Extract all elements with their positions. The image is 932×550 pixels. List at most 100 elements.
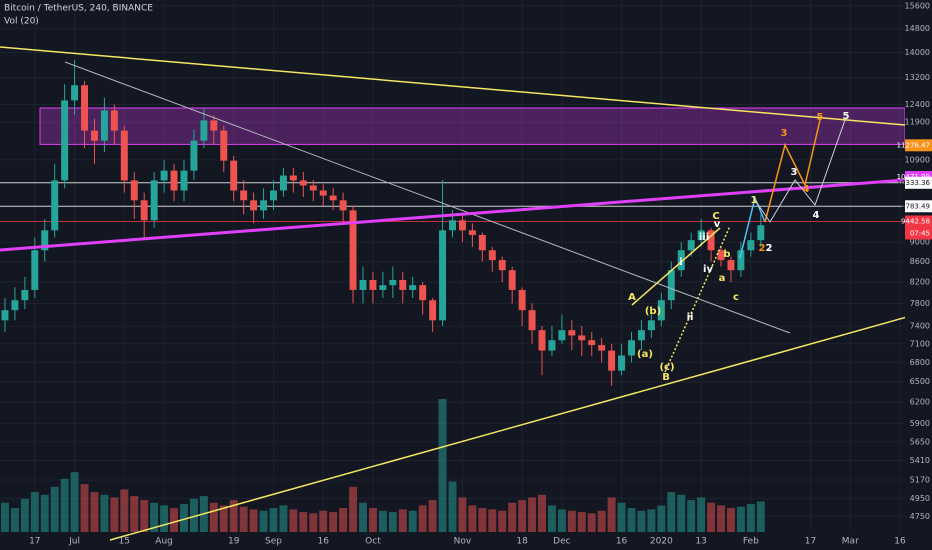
wave-label: i	[679, 257, 682, 268]
wave-label: a	[719, 273, 726, 284]
wave-line	[664, 225, 731, 373]
candle-body	[359, 279, 367, 290]
candle-body	[150, 180, 158, 221]
price-tag	[905, 200, 932, 213]
wave-line	[739, 195, 766, 259]
candle-body	[518, 289, 526, 311]
x-tick-label: 17	[29, 537, 40, 547]
volume-bar	[150, 502, 159, 532]
price-tag	[905, 176, 932, 189]
candle-body	[299, 180, 307, 186]
wave-label: 2	[766, 243, 773, 254]
candle-body	[250, 200, 258, 211]
candle-body	[140, 200, 148, 221]
y-tick-label: 8600	[910, 257, 930, 266]
volume-bar	[289, 509, 298, 532]
candle-body	[349, 210, 357, 290]
price-tag-label: 10333.36	[897, 179, 931, 187]
x-tick-label: 16	[616, 537, 628, 547]
volume-bar	[647, 509, 656, 532]
wave-line	[631, 227, 721, 306]
y-tick-label: 9000	[910, 238, 930, 247]
x-tick-label: 15	[119, 537, 130, 547]
candle-body	[478, 234, 486, 251]
y-tick-label: 6500	[910, 377, 930, 386]
volume-bar	[478, 508, 487, 532]
wave-label: 4	[803, 184, 810, 195]
volume-bar	[239, 506, 248, 532]
candle-body	[548, 340, 556, 351]
candle-body	[588, 340, 596, 346]
volume-bar	[577, 512, 586, 532]
countdown-tag	[905, 227, 932, 240]
wave-label: (b)	[645, 306, 661, 317]
wave-label: c	[733, 292, 739, 303]
candle-body	[319, 190, 327, 196]
candle-body	[31, 250, 39, 290]
volume-bar	[418, 505, 427, 532]
candle-body	[757, 225, 765, 241]
countdown: 07:45	[910, 229, 930, 237]
candle-body	[488, 250, 496, 261]
volume-bar	[538, 494, 546, 532]
x-tick-label: Feb	[743, 537, 759, 547]
volume-bar	[458, 497, 467, 532]
volume-bar	[438, 399, 447, 532]
price-tag-label: 9442.58	[901, 217, 930, 225]
volume-bar	[717, 505, 725, 532]
wave-label: iii	[699, 232, 709, 243]
wave-label: 4	[813, 210, 820, 221]
volume-bar	[637, 510, 646, 532]
candle-body	[498, 260, 506, 271]
y-tick-label: 13200	[905, 73, 930, 82]
wave-line	[764, 119, 821, 223]
candle-body	[170, 170, 178, 191]
trend-line	[0, 46, 906, 126]
volume-bar	[130, 496, 139, 532]
y-tick-label: 5900	[910, 419, 930, 428]
volume-bar	[607, 497, 616, 532]
candle-body	[230, 160, 238, 191]
candle-body	[289, 175, 297, 181]
candle-body	[697, 230, 705, 241]
axis-layer: 15600 14800 14000 13200 12400 11900 10900 9000 8…	[29, 2, 932, 547]
volume-bar	[0, 502, 9, 532]
volume-bar	[279, 505, 288, 532]
volume-bar	[349, 486, 358, 532]
y-tick-label: 5410	[910, 456, 930, 465]
candle-body	[727, 260, 735, 271]
x-tick-label: 18	[516, 537, 528, 547]
wave-label: 5	[843, 111, 850, 122]
y-tick-label: 6200	[910, 398, 930, 407]
volume-bar	[269, 508, 278, 532]
volume-bar	[508, 502, 517, 532]
candle-body	[608, 350, 616, 371]
candle-body	[458, 220, 466, 231]
candle-body	[687, 240, 695, 251]
volume-bar	[259, 510, 268, 532]
volume-bar	[408, 510, 417, 532]
x-tick-label: Jul	[68, 537, 80, 547]
candle-body	[339, 200, 347, 211]
candle-body	[717, 250, 725, 261]
x-tick-label: Oct	[365, 537, 381, 547]
price-tag-label: 11276.47	[897, 141, 930, 149]
candle-body	[647, 320, 655, 331]
volume-bar	[368, 508, 377, 532]
volume-bar	[229, 500, 238, 532]
volume-bar	[80, 484, 89, 532]
x-tick-label: Aug	[155, 537, 173, 547]
volume-bar	[547, 505, 556, 532]
y-tick-label: 11900	[905, 118, 930, 127]
volume-bar	[60, 478, 69, 532]
x-tick-label: Sep	[265, 537, 282, 547]
volume-bar	[359, 502, 367, 532]
candle-body	[449, 220, 456, 231]
candle-body	[200, 120, 208, 141]
volume-bar	[597, 510, 606, 532]
candle-body	[409, 285, 417, 290]
volume-bar	[736, 506, 745, 532]
volume-bar	[468, 505, 477, 532]
y-tick-label: 7100	[910, 339, 930, 348]
